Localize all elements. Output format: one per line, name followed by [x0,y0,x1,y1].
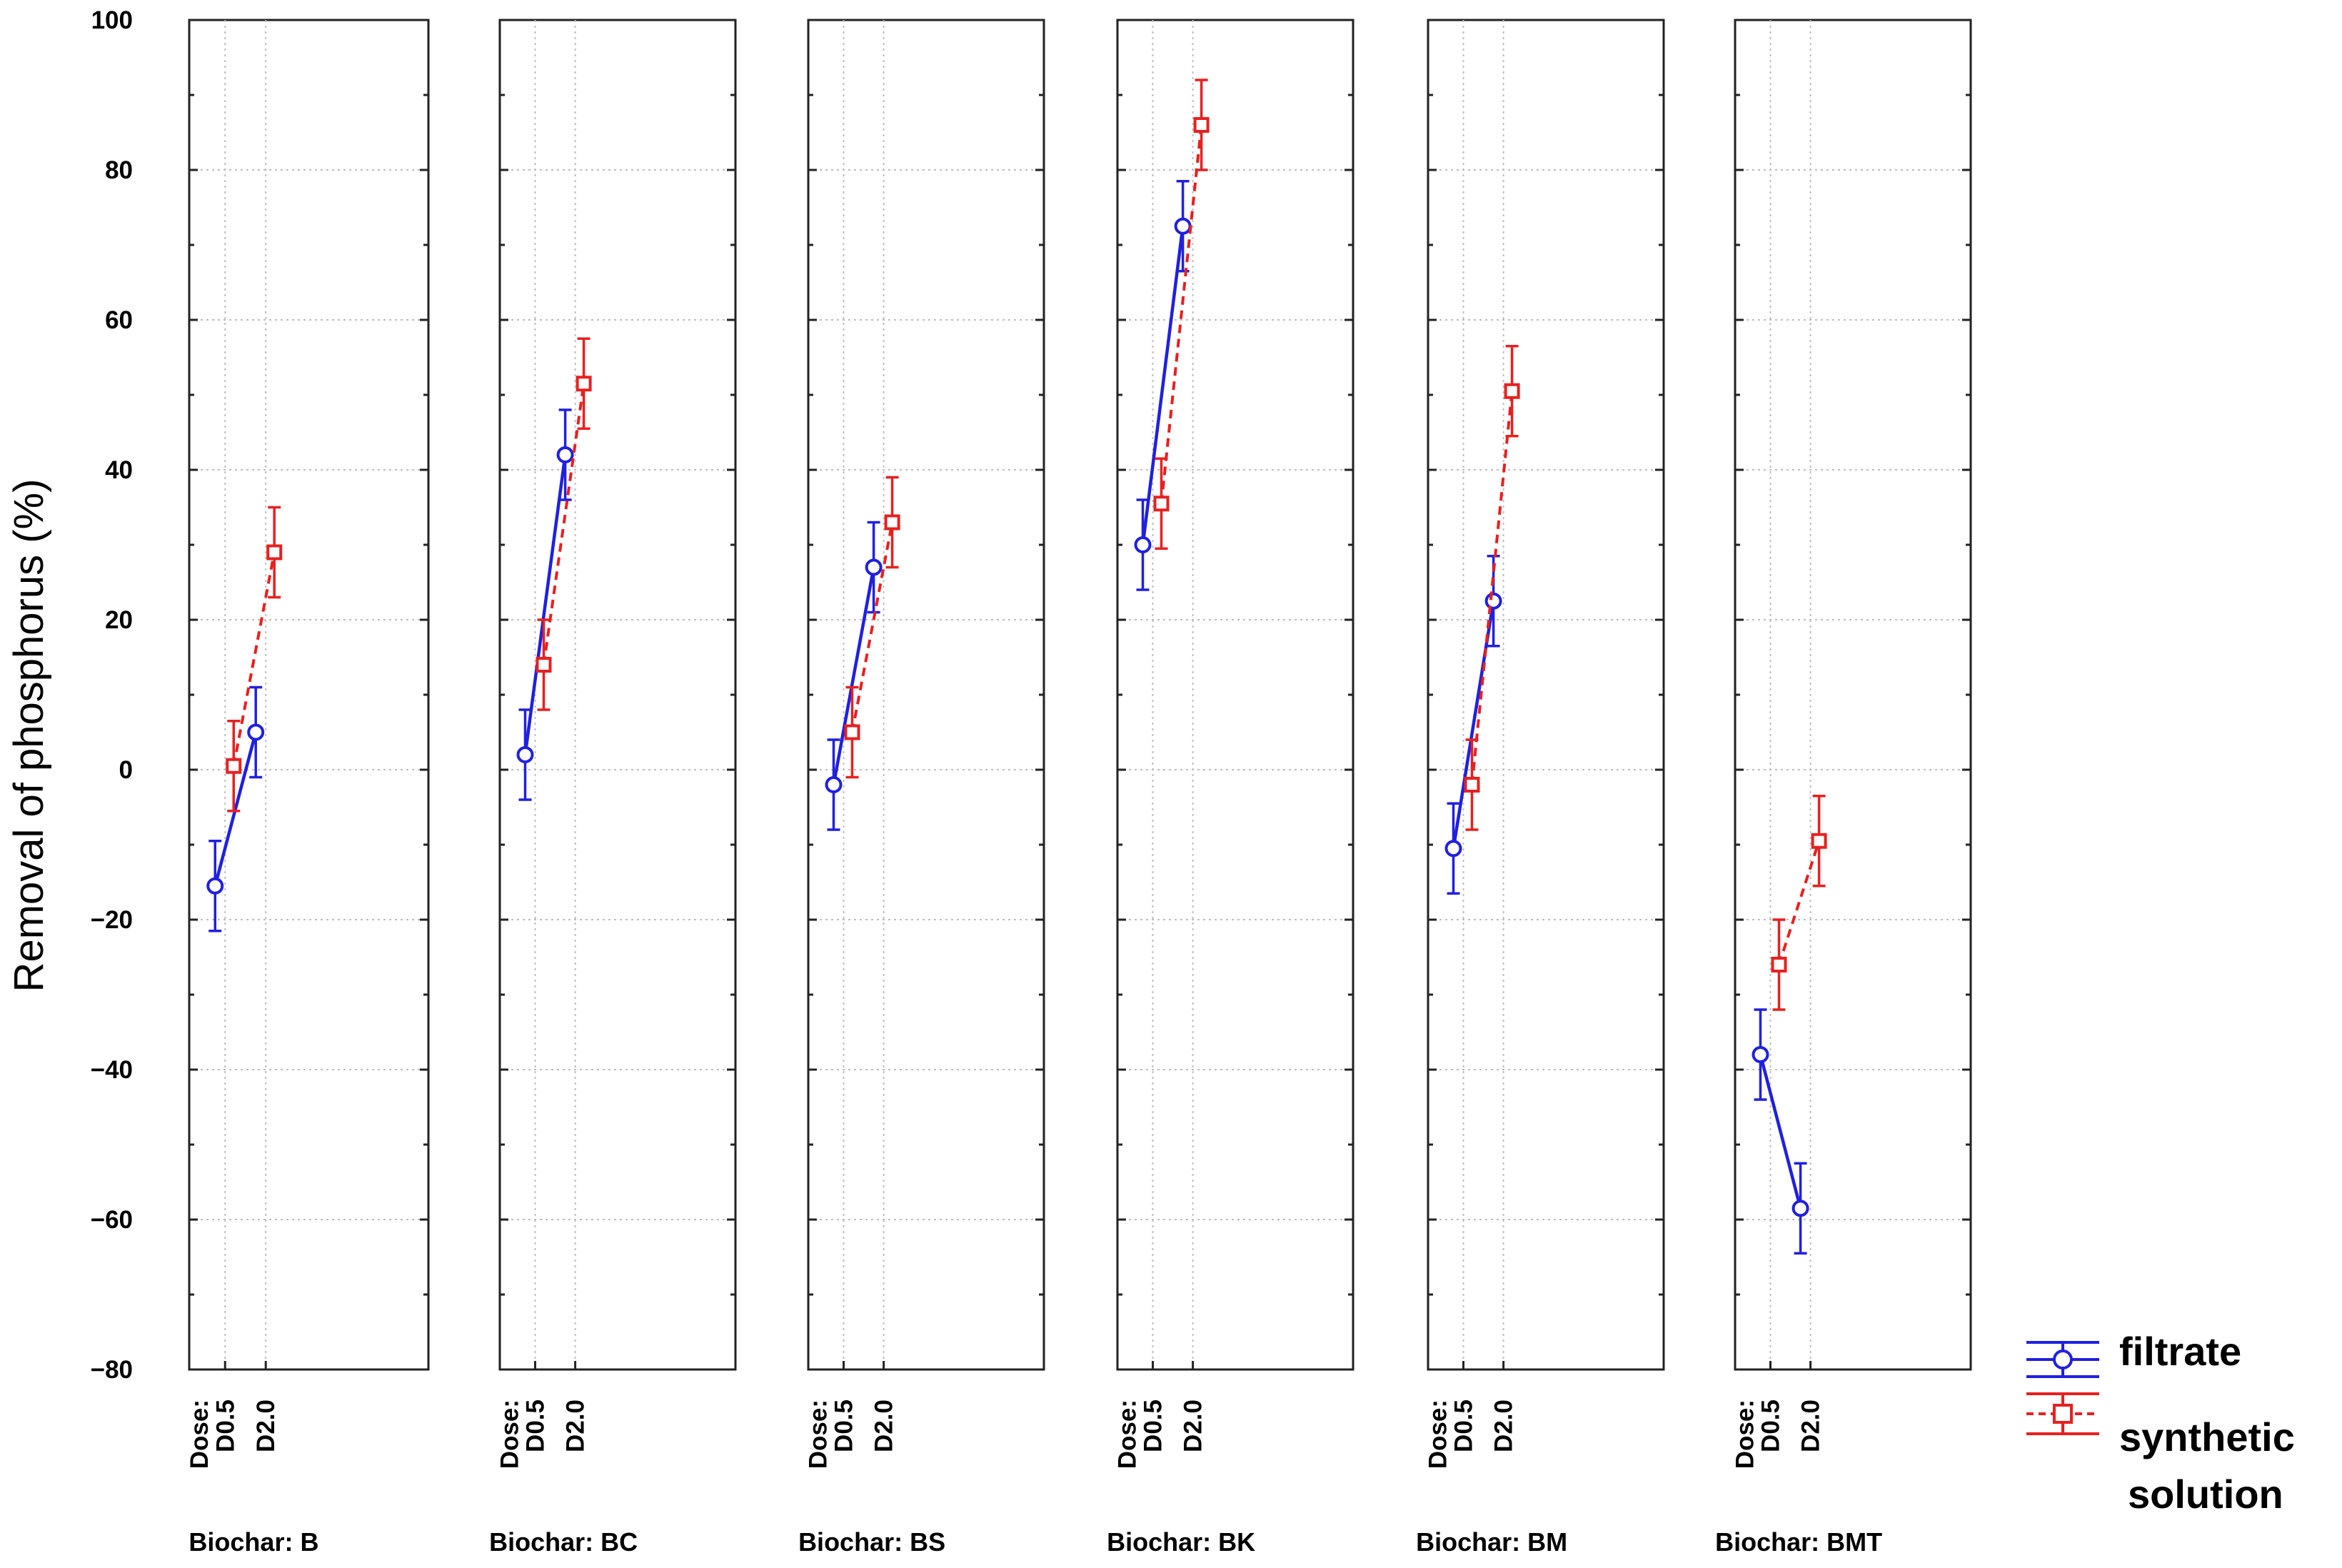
synthetic-point [266,544,283,561]
panel-label: Biochar: BMT [1715,1527,1882,1557]
x-tick-label: D0.5 [830,1399,858,1452]
filtrate-point [247,723,265,741]
y-tick-label: 60 [105,306,133,334]
synthetic-point [1193,117,1210,133]
y-tick-labels: 100 80 60 40 20 0 −20 −40 −60 −80 [91,6,133,1384]
filtrate-point [825,776,843,793]
panel-label: Biochar: BM [1416,1527,1567,1557]
synthetic-point [576,376,592,392]
x-tick-label: D0.5 [1450,1399,1478,1452]
synthetic-line [542,383,586,665]
legend-synthetic-label: synthetic [2119,1414,2295,1459]
synthetic-point [844,724,860,740]
filtrate-line [1759,1054,1802,1209]
filtrate-point [1174,217,1192,235]
synthetic-point [884,514,900,531]
dose-label: Dose: [186,1399,213,1469]
filtrate-line [1141,226,1185,546]
y-tick-label: −80 [91,1356,133,1384]
legend-filtrate-label: filtrate [2119,1329,2241,1374]
legend-synthetic-marker [2053,1404,2073,1424]
filtrate-point [1444,840,1462,858]
x-tick-label: D0.5 [1757,1399,1785,1452]
panel: Dose:D0.5 D2.0 Biochar: BMT [1715,19,1972,1557]
dose-label: Dose: [1424,1399,1452,1469]
dose-label: Dose: [1732,1399,1759,1469]
panel-label: Biochar: BC [489,1527,638,1557]
filtrate-point [1484,592,1502,610]
panel: Dose:D0.5 D2.0 Biochar: BM [1416,19,1665,1557]
panel-label: Biochar: BK [1107,1527,1255,1557]
filtrate-point [556,446,574,463]
panel-label: Biochar: BS [798,1527,945,1557]
x-tick-label: D2.0 [1180,1399,1207,1452]
y-tick-label: −60 [91,1206,133,1234]
synthetic-line [1777,840,1821,965]
dose-label: Dose: [805,1399,833,1469]
synthetic-point [1811,833,1827,849]
synthetic-point [1504,383,1520,399]
panel: Dose:D0.5 D2.0 Biochar: B [186,19,430,1557]
y-tick-label: −20 [91,906,133,934]
panel: Dose:D0.5 D2.0 Biochar: BC [489,19,737,1557]
x-tick-label: D2.0 [870,1399,898,1452]
filtrate-point [1791,1200,1809,1217]
synthetic-point [226,758,242,774]
filtrate-point [1752,1046,1769,1063]
filtrate-point [516,746,534,763]
x-tick-label: D2.0 [1490,1399,1518,1452]
x-tick-label: D2.0 [562,1399,590,1452]
y-tick-label: 100 [91,6,133,34]
filtrate-point [206,877,224,895]
y-tick-label: 20 [105,606,133,634]
x-tick-label: D0.5 [211,1399,239,1452]
synthetic-line [1470,391,1514,785]
x-tick-label: D2.0 [252,1399,280,1452]
legend: filtrate synthetic solution [2026,1329,2295,1517]
synthetic-point [1771,957,1787,973]
filtrate-line [523,454,567,755]
synthetic-point [1153,496,1170,512]
synthetic-line [850,522,894,733]
filtrate-line [832,567,875,785]
y-tick-label: 40 [105,456,133,484]
x-tick-label: D0.5 [522,1399,550,1452]
filtrate-point [865,558,883,576]
synthetic-point [1464,777,1480,793]
x-tick-label: D2.0 [1797,1399,1825,1452]
y-tick-label: −40 [91,1056,133,1084]
dose-label: Dose: [496,1399,524,1469]
panel-label: Biochar: B [189,1527,318,1557]
legend-filtrate-marker [2053,1350,2073,1370]
dose-label: Dose: [1114,1399,1142,1469]
synthetic-line [1160,124,1203,504]
filtrate-line [213,731,258,887]
filtrate-point [1134,536,1152,553]
y-tick-label: 0 [119,756,133,784]
synthetic-point [536,657,552,673]
synthetic-line [232,552,276,767]
x-tick-label: D0.5 [1140,1399,1167,1452]
y-tick-label: 80 [105,156,133,184]
panel: Dose:D0.5 D2.0 Biochar: BK [1107,19,1355,1557]
legend-synthetic-label-line2: solution [2128,1472,2283,1517]
y-axis-label: Removal of phosphorus (%) [6,479,52,992]
panel: Dose:D0.5 D2.0 Biochar: BS [798,19,1045,1557]
